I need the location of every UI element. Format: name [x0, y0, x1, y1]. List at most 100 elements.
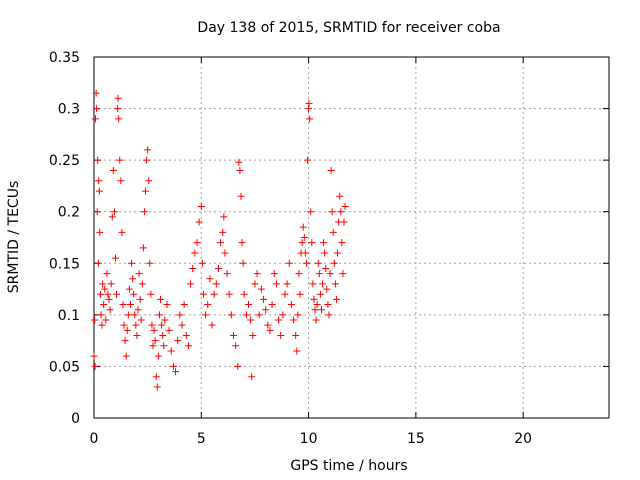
data-point: [283, 280, 291, 288]
data-point: [133, 331, 141, 339]
data-point: [124, 311, 132, 319]
data-point: [114, 105, 122, 113]
data-point: [238, 239, 246, 247]
data-point: [279, 311, 287, 319]
data-point: [116, 156, 124, 164]
data-point: [323, 285, 331, 293]
data-point: [167, 347, 175, 355]
data-point: [101, 285, 109, 293]
data-point: [197, 203, 205, 211]
data-point: [257, 285, 265, 293]
data-point: [108, 213, 116, 221]
data-point: [130, 290, 138, 298]
data-point: [161, 316, 169, 324]
data-point: [110, 208, 118, 216]
data-point: [232, 342, 240, 350]
data-point: [317, 306, 325, 314]
data-point: [145, 177, 153, 185]
data-point: [142, 187, 149, 195]
data-point: [293, 347, 301, 355]
data-point: [251, 280, 259, 288]
data-point: [255, 311, 263, 319]
data-point: [98, 321, 106, 329]
data-point: [115, 115, 123, 123]
chart-title: Day 138 of 2015, SRMTID for receiver cob…: [197, 20, 500, 36]
data-point: [247, 316, 255, 324]
data-point: [314, 259, 322, 267]
x-tick-label: 0: [90, 431, 99, 447]
data-point: [329, 228, 337, 236]
data-point: [180, 301, 188, 309]
data-point: [298, 239, 306, 247]
y-tick-label: 0.1: [58, 308, 80, 324]
y-tick-label: 0.2: [58, 205, 80, 221]
data-point: [107, 280, 115, 288]
data-point: [324, 301, 332, 309]
data-point: [328, 208, 336, 216]
data-point: [292, 331, 300, 339]
data-point: [338, 239, 346, 247]
data-point: [160, 342, 168, 350]
data-point: [299, 223, 307, 231]
data-point: [121, 337, 129, 345]
data-point: [182, 331, 190, 339]
data-point: [234, 362, 242, 370]
data-point: [229, 331, 237, 339]
data-point: [307, 208, 315, 216]
data-point: [125, 285, 133, 293]
data-point: [96, 290, 104, 298]
data-point: [96, 228, 104, 236]
data-point: [295, 270, 303, 278]
data-point: [309, 280, 317, 288]
data-point: [277, 331, 285, 339]
data-point: [104, 290, 112, 298]
data-point: [126, 301, 134, 309]
data-point: [92, 115, 100, 123]
grid: [94, 57, 609, 418]
data-point: [214, 264, 222, 272]
data-point: [129, 275, 137, 283]
data-point: [100, 301, 108, 309]
data-point: [103, 270, 111, 278]
data-point: [227, 311, 235, 319]
plot-frame: [93, 56, 610, 419]
data-point: [150, 326, 158, 334]
data-point: [118, 228, 126, 236]
data-point: [327, 166, 335, 174]
x-tick-label: 10: [300, 431, 318, 447]
data-point: [242, 311, 250, 319]
data-point: [120, 321, 128, 329]
data-point: [172, 368, 180, 376]
data-point: [113, 290, 121, 298]
y-tick-label: 0.15: [49, 256, 80, 272]
data-point: [332, 295, 340, 303]
data-point: [310, 295, 318, 303]
data-point: [305, 99, 313, 107]
data-point: [337, 208, 345, 216]
data-point: [114, 94, 122, 102]
data-point: [134, 306, 142, 314]
data-points: [90, 89, 349, 391]
data-point: [146, 259, 154, 267]
data-point: [208, 321, 216, 329]
data-point: [239, 259, 247, 267]
data-point: [325, 311, 333, 319]
y-tick-label: 0.3: [58, 102, 80, 118]
data-point: [313, 301, 321, 309]
data-point: [319, 280, 327, 288]
data-point: [139, 244, 147, 252]
data-point: [152, 373, 160, 381]
data-point: [184, 342, 192, 350]
x-tick-label: 15: [407, 431, 425, 447]
data-point: [140, 208, 148, 216]
data-point: [131, 311, 139, 319]
data-point: [191, 249, 199, 257]
data-point: [154, 352, 162, 360]
data-point: [149, 342, 157, 350]
data-point: [316, 290, 324, 298]
data-point: [189, 264, 197, 272]
data-point: [219, 228, 227, 236]
data-point: [148, 321, 156, 329]
data-point: [334, 249, 342, 257]
